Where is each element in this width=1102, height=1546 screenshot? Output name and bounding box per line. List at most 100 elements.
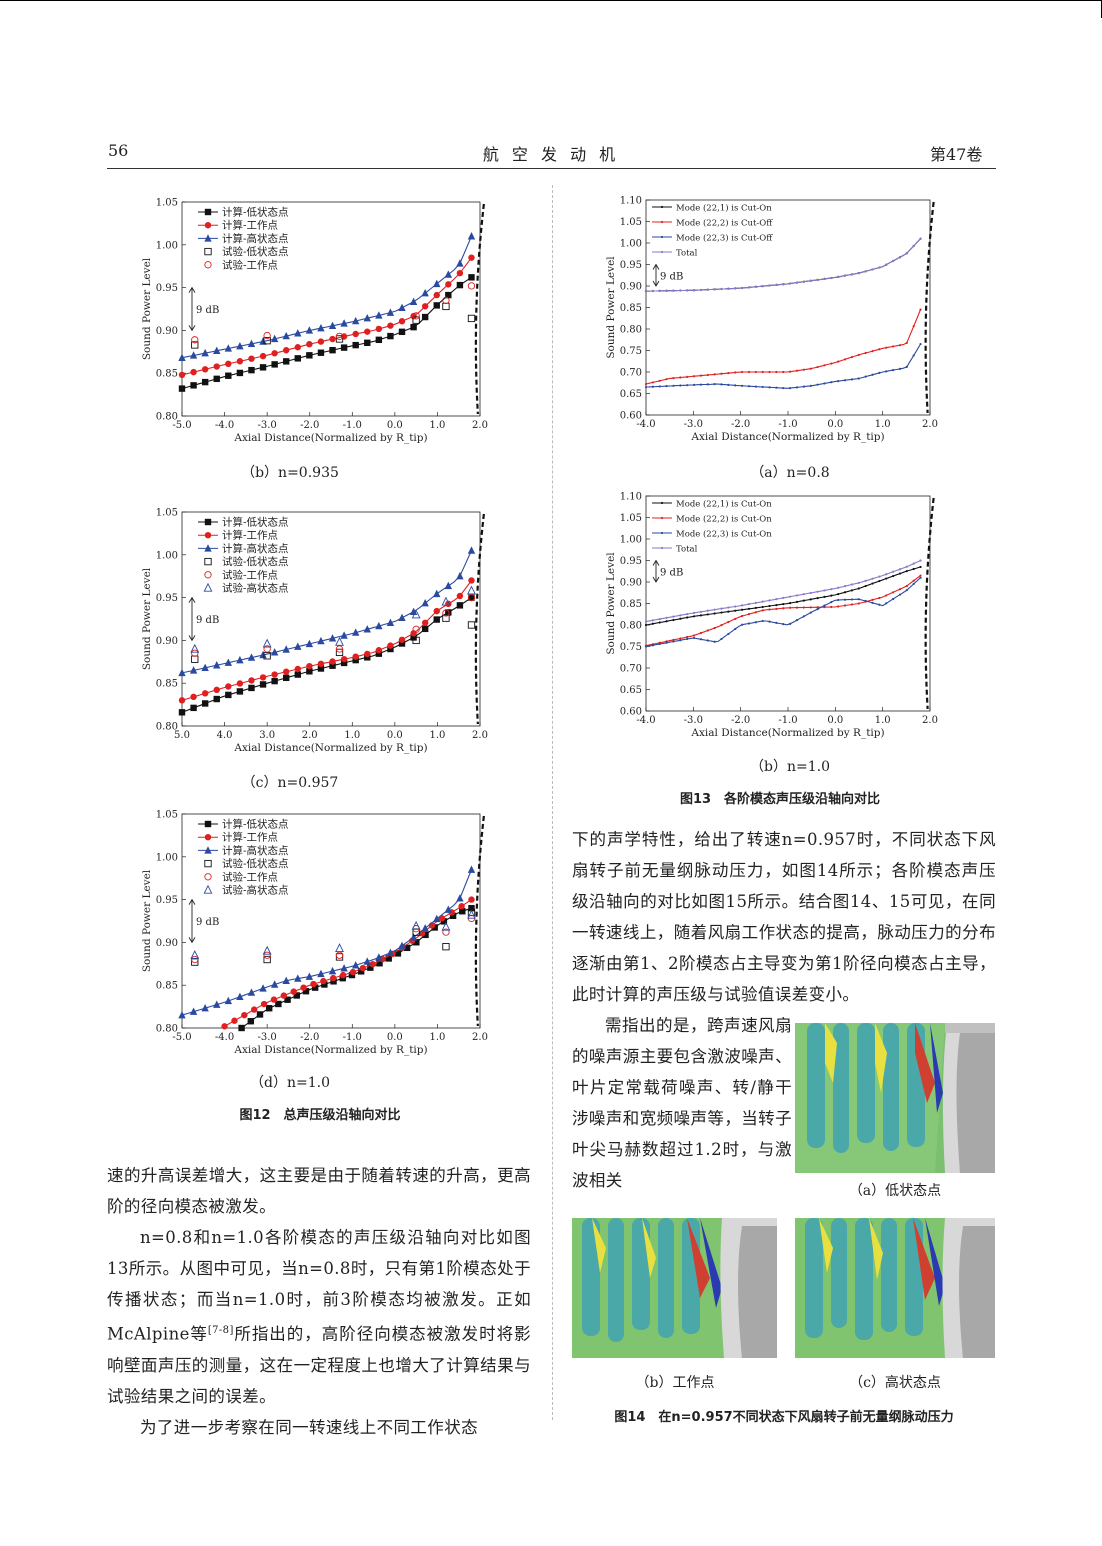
data-point <box>672 377 675 380</box>
y-tick-label: 1.00 <box>156 852 178 863</box>
data-point <box>823 595 826 598</box>
y-tick-label: 0.80 <box>620 621 642 632</box>
data-point <box>843 274 847 277</box>
legend-marker <box>660 220 664 224</box>
data-point <box>768 608 771 611</box>
fig12b-chart: 0.80 0.85 0.90 0.95 1.00 1.05 -5.0 -4.0 -3.0 -2.0… <box>141 198 488 445</box>
right-paragraph-2: 需指出的是，跨声速风扇的噪声源主要包含激波噪声、叶片定常载荷噪声、转/静干涉噪声… <box>572 1010 792 1196</box>
data-point <box>912 354 915 357</box>
data-point <box>795 594 799 597</box>
data-point <box>706 609 709 612</box>
data-point <box>871 577 874 580</box>
data-point <box>213 363 220 370</box>
y-tick-label: 1.05 <box>156 198 178 209</box>
data-point <box>201 1003 209 1012</box>
data-point <box>782 623 785 626</box>
fig12c-chart: 0.80 0.85 0.90 0.95 1.00 1.05 5.0 4.0 3.0 2.0 1.0 0… <box>141 508 488 755</box>
data-point <box>351 316 360 325</box>
data-point <box>300 984 307 991</box>
series-1 <box>644 574 922 647</box>
y-tick-label: 0.95 <box>156 593 178 604</box>
data-point <box>679 289 682 292</box>
data-point <box>809 598 812 601</box>
data-point <box>699 383 703 386</box>
data-point <box>782 370 785 374</box>
data-point <box>236 680 244 687</box>
data-point <box>802 615 805 618</box>
data-point <box>761 285 764 288</box>
legend-marker <box>204 859 212 868</box>
x-tick-label: -1.0 <box>778 715 797 726</box>
crop-mark-top <box>0 0 1102 1</box>
data-point <box>376 960 383 967</box>
data-point <box>387 332 394 340</box>
data-point <box>359 964 367 972</box>
data-point <box>644 385 648 389</box>
data-point <box>823 382 826 385</box>
data-point <box>727 383 730 386</box>
data-point <box>329 662 336 669</box>
data-point <box>843 358 847 361</box>
data-point <box>830 362 833 365</box>
data-point <box>329 346 336 354</box>
data-point <box>857 602 860 605</box>
data-point <box>352 330 359 338</box>
data-point <box>421 598 429 607</box>
data-point <box>262 945 272 955</box>
fan-boundary-curve <box>474 203 485 415</box>
x-tick-label: -2.0 <box>731 715 750 726</box>
x-tick-label: -4.0 <box>215 1032 234 1043</box>
x-axis-label: Axial Distance(Normalized by R_tip) <box>233 1044 427 1056</box>
data-point <box>201 366 209 373</box>
data-point <box>837 598 840 602</box>
data-point <box>456 281 464 289</box>
data-point <box>190 368 197 376</box>
data-point <box>850 603 853 606</box>
x-tick-label: -3.0 <box>257 420 276 431</box>
legend-label: 计算-高状态点 <box>222 542 289 555</box>
data-point <box>713 640 716 643</box>
db-arrow-down <box>652 576 660 583</box>
legend-marker <box>204 234 212 242</box>
data-point <box>658 617 661 621</box>
x-tick-label: -4.0 <box>215 420 234 431</box>
data-point <box>335 943 344 953</box>
data-point <box>658 385 661 388</box>
data-point <box>247 1018 254 1025</box>
left-text-2b: 所指出的，高阶径向模态被激发时将影响壁面声压的测量，这在一定程度上也增大了计算结… <box>107 1324 531 1406</box>
data-point <box>259 352 267 360</box>
x-tick-label: -1.0 <box>778 419 797 430</box>
legend-label: 计算-工作点 <box>222 831 278 844</box>
data-point <box>263 951 271 959</box>
data-point <box>442 928 450 936</box>
data-point <box>398 613 406 622</box>
data-point <box>905 589 908 592</box>
data-point <box>190 950 200 959</box>
data-point <box>263 337 271 345</box>
data-point <box>912 244 915 248</box>
y-tick-label: 1.05 <box>620 217 642 228</box>
data-point <box>665 378 668 381</box>
data-point <box>754 621 757 624</box>
data-point <box>789 282 792 285</box>
data-point <box>809 384 812 387</box>
data-point <box>747 385 751 388</box>
data-point <box>775 386 778 389</box>
data-point <box>317 323 325 332</box>
data-point <box>262 638 272 648</box>
data-point <box>213 346 221 355</box>
data-point <box>191 341 199 349</box>
data-point <box>363 957 371 965</box>
data-point <box>248 677 255 684</box>
data-point <box>885 594 888 597</box>
series-0 <box>178 594 475 716</box>
data-point <box>224 658 233 666</box>
y-tick-label: 0.70 <box>620 664 642 675</box>
right-paragraph-1: 下的声学特性，给出了转速n=0.957时，不同状态下风扇转子前无量纲脉动压力，如… <box>572 824 996 1010</box>
data-point <box>444 270 453 278</box>
data-point <box>878 266 881 269</box>
data-point <box>912 582 915 586</box>
data-point <box>394 950 402 957</box>
data-point <box>898 593 902 596</box>
